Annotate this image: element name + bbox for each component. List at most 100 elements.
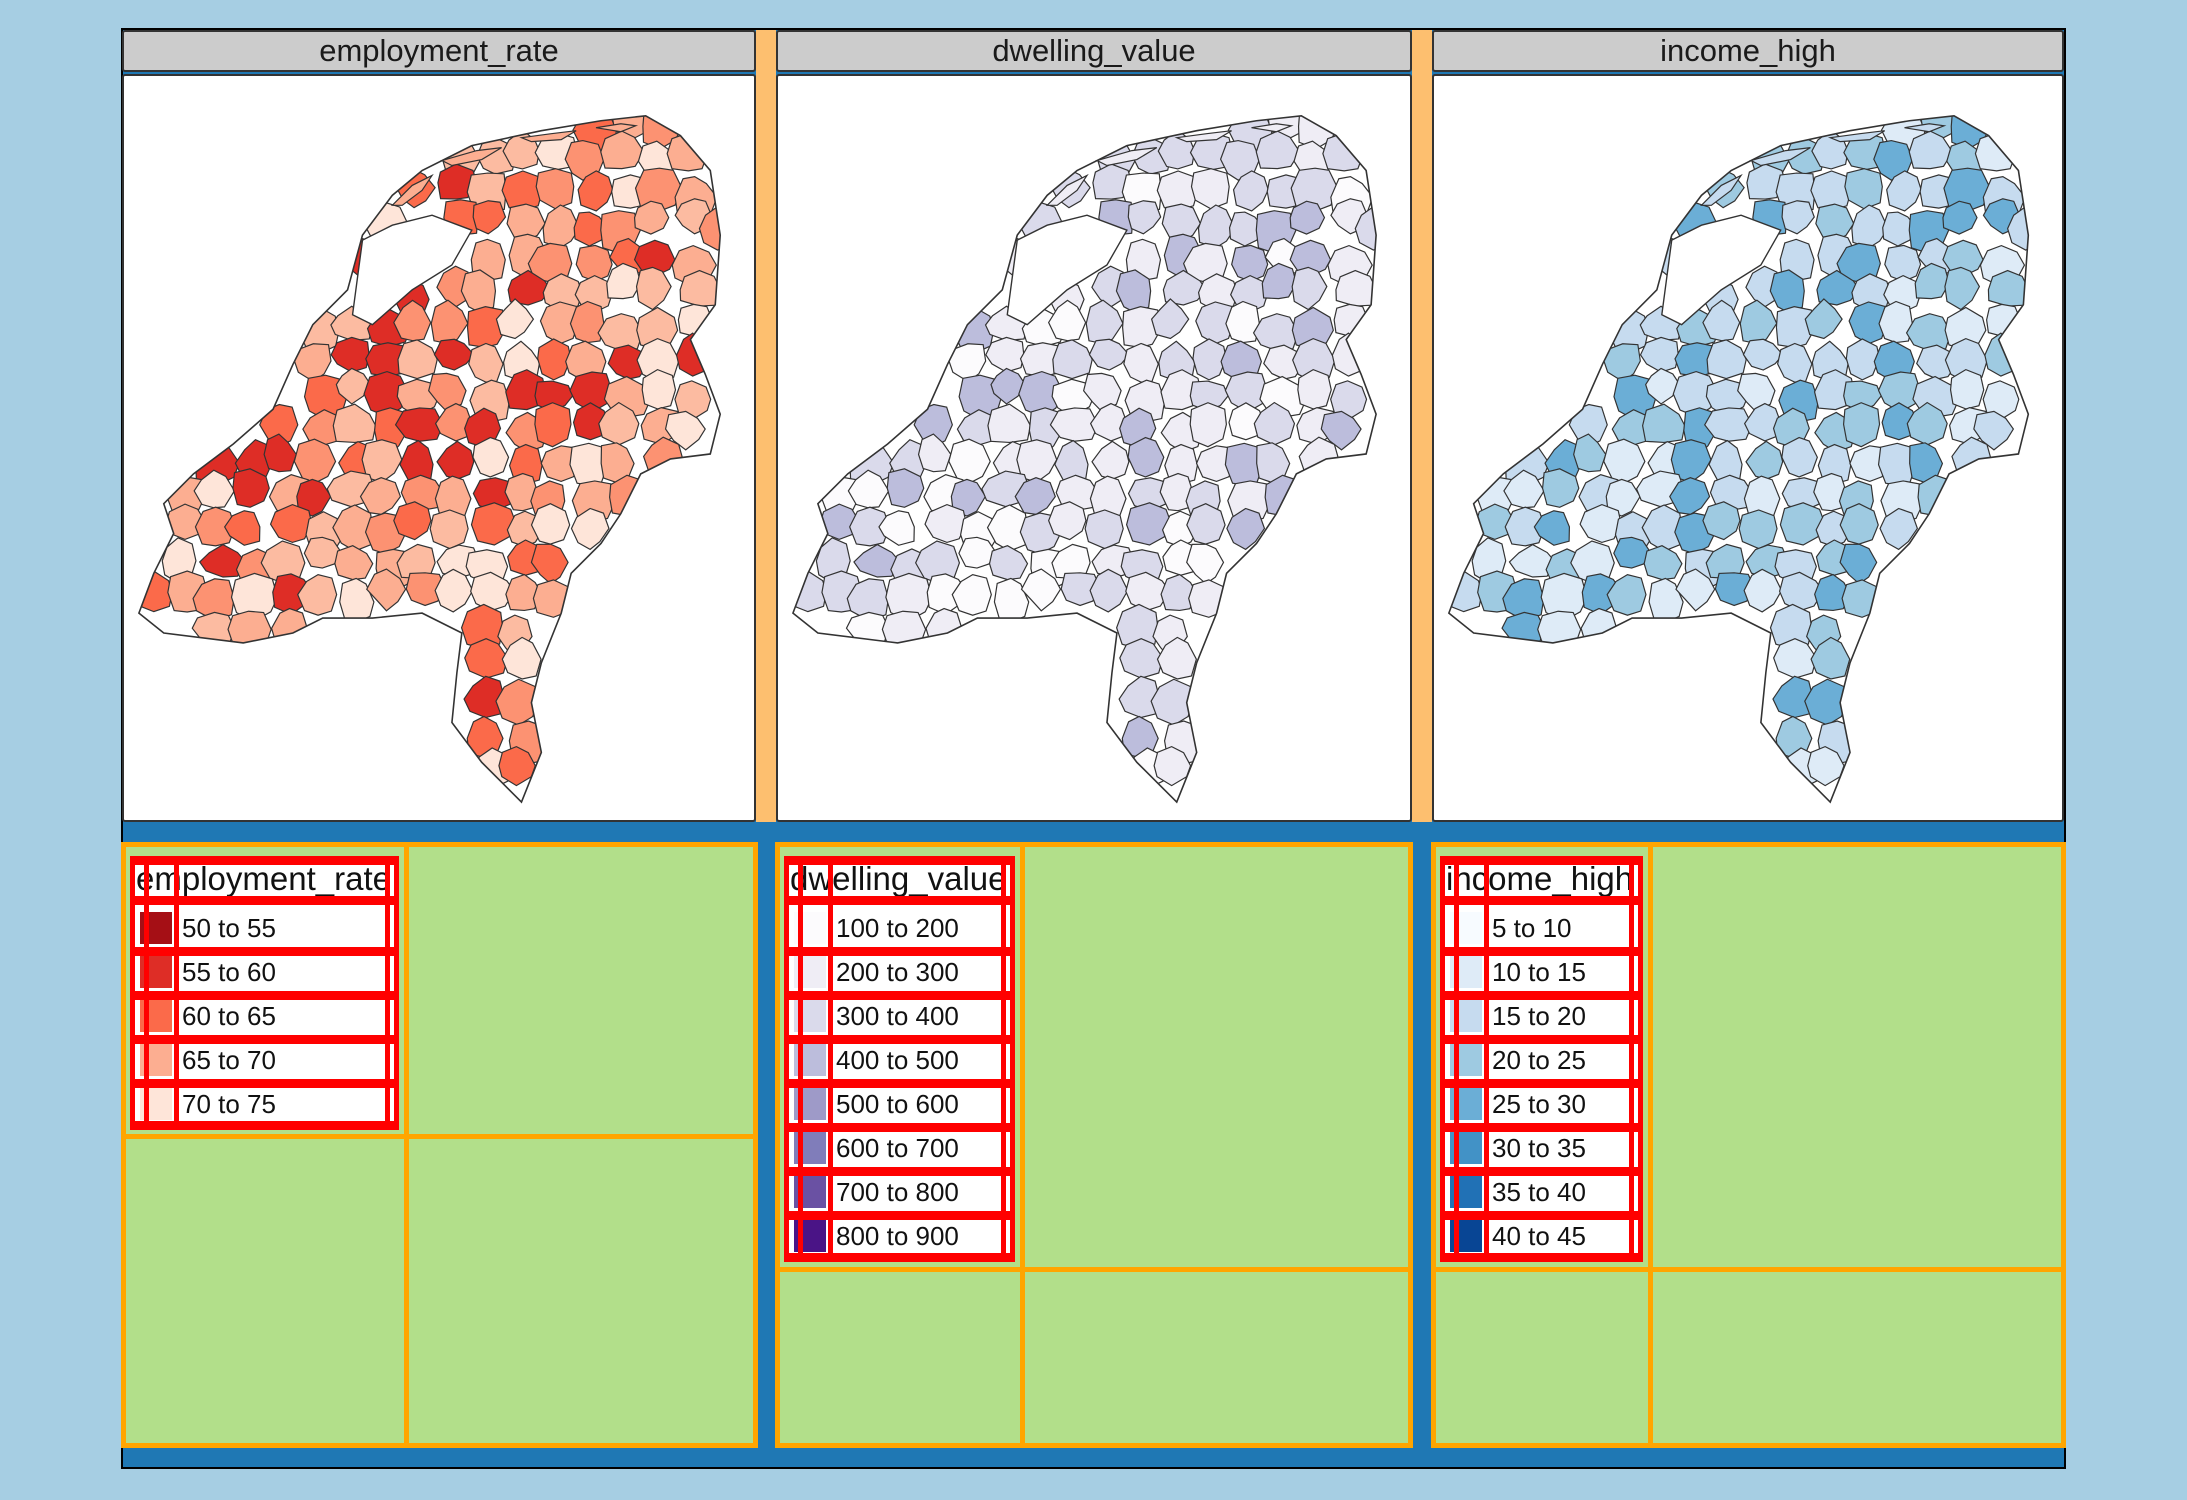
municipality [506, 203, 546, 243]
municipality [1851, 204, 1889, 249]
municipality [495, 298, 535, 340]
country-outline [137, 114, 722, 804]
municipality [575, 244, 613, 283]
grid-line [1001, 856, 1006, 1258]
municipality [1672, 370, 1719, 418]
municipality [1322, 132, 1365, 172]
municipality [1289, 239, 1332, 277]
municipality [674, 380, 712, 421]
municipality [1605, 478, 1641, 517]
municipality [430, 299, 469, 345]
municipality [1160, 573, 1198, 612]
municipality [636, 337, 680, 383]
municipality [1088, 338, 1130, 371]
municipality [396, 378, 440, 418]
municipality [1227, 480, 1273, 522]
municipality [1568, 403, 1608, 447]
country-outline [792, 114, 1377, 804]
municipality [1232, 170, 1269, 212]
grid-line [1440, 896, 1643, 905]
municipality [1540, 572, 1588, 622]
municipality [635, 266, 672, 311]
island [1827, 130, 1885, 143]
municipality [534, 402, 572, 448]
legend-label: 700 to 800 [836, 1177, 959, 1207]
municipality [1115, 269, 1152, 314]
municipality [1779, 502, 1826, 546]
legend-label: 40 to 45 [1492, 1221, 1586, 1251]
lake [1006, 214, 1128, 326]
municipality [534, 380, 574, 412]
municipality [1951, 436, 1991, 478]
municipality [1354, 206, 1377, 251]
legend-label: 5 to 10 [1492, 913, 1572, 943]
panel-gap-1 [756, 30, 776, 822]
municipality [948, 343, 987, 383]
municipality [634, 167, 683, 212]
municipality [1253, 401, 1296, 446]
municipality [1123, 342, 1159, 383]
municipality [1192, 338, 1227, 381]
municipality [917, 433, 952, 473]
municipality [436, 440, 475, 480]
municipality [1714, 572, 1756, 607]
municipality [1943, 167, 1991, 212]
municipality [495, 678, 539, 726]
legend-label: 25 to 30 [1492, 1089, 1586, 1119]
municipality [330, 336, 370, 373]
grid-line [784, 1035, 1015, 1044]
legend-label: 15 to 20 [1492, 1001, 1586, 1031]
legend-label: 35 to 40 [1492, 1177, 1586, 1207]
municipality [464, 638, 509, 679]
municipality [470, 502, 518, 546]
municipality [993, 577, 1030, 623]
municipality [1335, 269, 1377, 307]
municipality [1290, 167, 1339, 212]
municipality [985, 336, 1025, 373]
municipality [339, 577, 375, 623]
municipality [1675, 568, 1716, 612]
municipality [1804, 678, 1848, 726]
municipality [1603, 438, 1646, 484]
grid-line [1440, 1123, 1643, 1132]
panel-header-employment-rate: employment_rate [122, 30, 756, 72]
grid-line [1484, 856, 1489, 1258]
legend-title: dwelling_value [790, 860, 1007, 897]
island [1251, 123, 1294, 133]
legend-cell [775, 1267, 1025, 1448]
municipality [466, 306, 508, 349]
municipality [1573, 433, 1607, 473]
municipality [1769, 269, 1805, 314]
municipality [1190, 168, 1230, 210]
municipality [1150, 298, 1190, 340]
municipality [232, 468, 270, 508]
municipality [1289, 200, 1326, 235]
municipality [1908, 130, 1954, 170]
municipality [1613, 536, 1652, 569]
municipality [1292, 337, 1336, 383]
municipality [1263, 344, 1306, 380]
legend-income: income_high 5 to 10 10 to 15 15 to 20 20 to … [1440, 856, 1643, 1262]
legend-title: income_high [1446, 860, 1634, 897]
island [440, 147, 502, 167]
municipality [951, 573, 992, 616]
municipality [1603, 343, 1641, 383]
municipality [429, 509, 469, 550]
legend-label: 65 to 70 [182, 1045, 276, 1075]
municipality [1702, 501, 1741, 541]
municipality [1297, 368, 1332, 410]
grid-line [798, 856, 803, 1258]
legend-label: 400 to 500 [836, 1045, 959, 1075]
municipality [1974, 132, 2017, 172]
island [519, 130, 577, 143]
municipality [1014, 477, 1056, 515]
municipality [1914, 262, 1950, 300]
municipality [532, 579, 574, 618]
municipality [1738, 509, 1778, 550]
municipality [1504, 506, 1546, 547]
municipality [570, 507, 610, 551]
municipality [1298, 436, 1339, 478]
municipality [394, 407, 444, 442]
grid-line [1629, 856, 1634, 1258]
municipality [460, 603, 504, 650]
